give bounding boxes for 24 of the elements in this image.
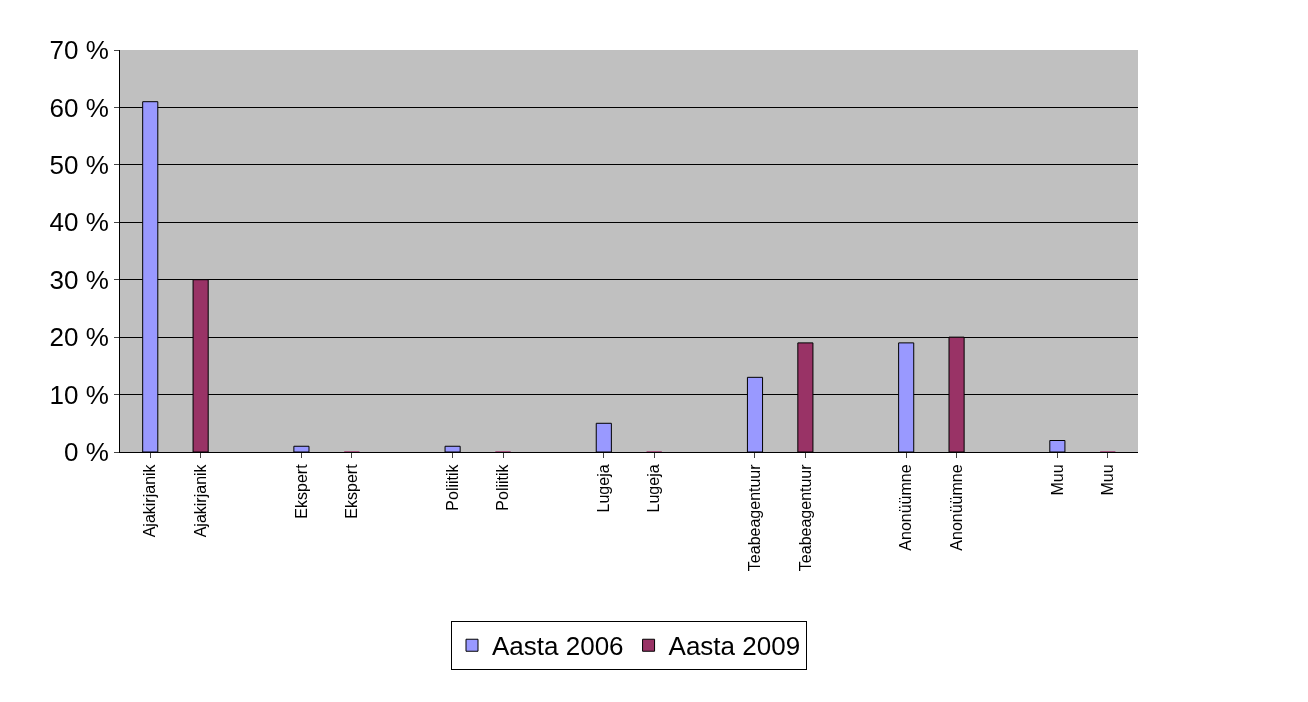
x-tick-label: Ajakirjanik	[141, 463, 159, 538]
x-tick-label: Lugeja	[595, 464, 612, 513]
legend-label: Aasta 2006	[492, 631, 624, 662]
x-tick-label: Anonüümne	[947, 464, 965, 551]
legend-label: Aasta 2009	[668, 631, 801, 662]
y-tick-label: 20 %	[49, 322, 109, 353]
x-tick-label: Ajakirjanik	[191, 463, 209, 538]
x-tick-label: Teabeagentuur	[746, 463, 764, 572]
x-tick-label: Muu	[1048, 464, 1066, 496]
x-tick-label: Lugeja	[645, 464, 663, 513]
y-tick-label: 60 %	[49, 92, 109, 123]
y-tick-label: 70 %	[49, 35, 109, 66]
x-tick-label: Poliitik	[443, 463, 461, 511]
x-tick-label: Ekspert	[343, 463, 361, 519]
x-tick-label: Muu	[1098, 464, 1116, 496]
y-tick-label: 0 %	[63, 437, 109, 468]
x-tick-label: Ekspert	[292, 463, 310, 519]
y-tick-label: 30 %	[49, 264, 109, 295]
x-tick-label: Teabeagentuur	[796, 463, 814, 572]
x-tick-label: Poliitik	[494, 463, 512, 511]
x-tick-label: Anonüümne	[897, 464, 915, 551]
y-tick-label: 50 %	[49, 149, 109, 180]
y-tick-label: 40 %	[49, 207, 109, 238]
y-tick-label: 10 %	[49, 379, 109, 410]
